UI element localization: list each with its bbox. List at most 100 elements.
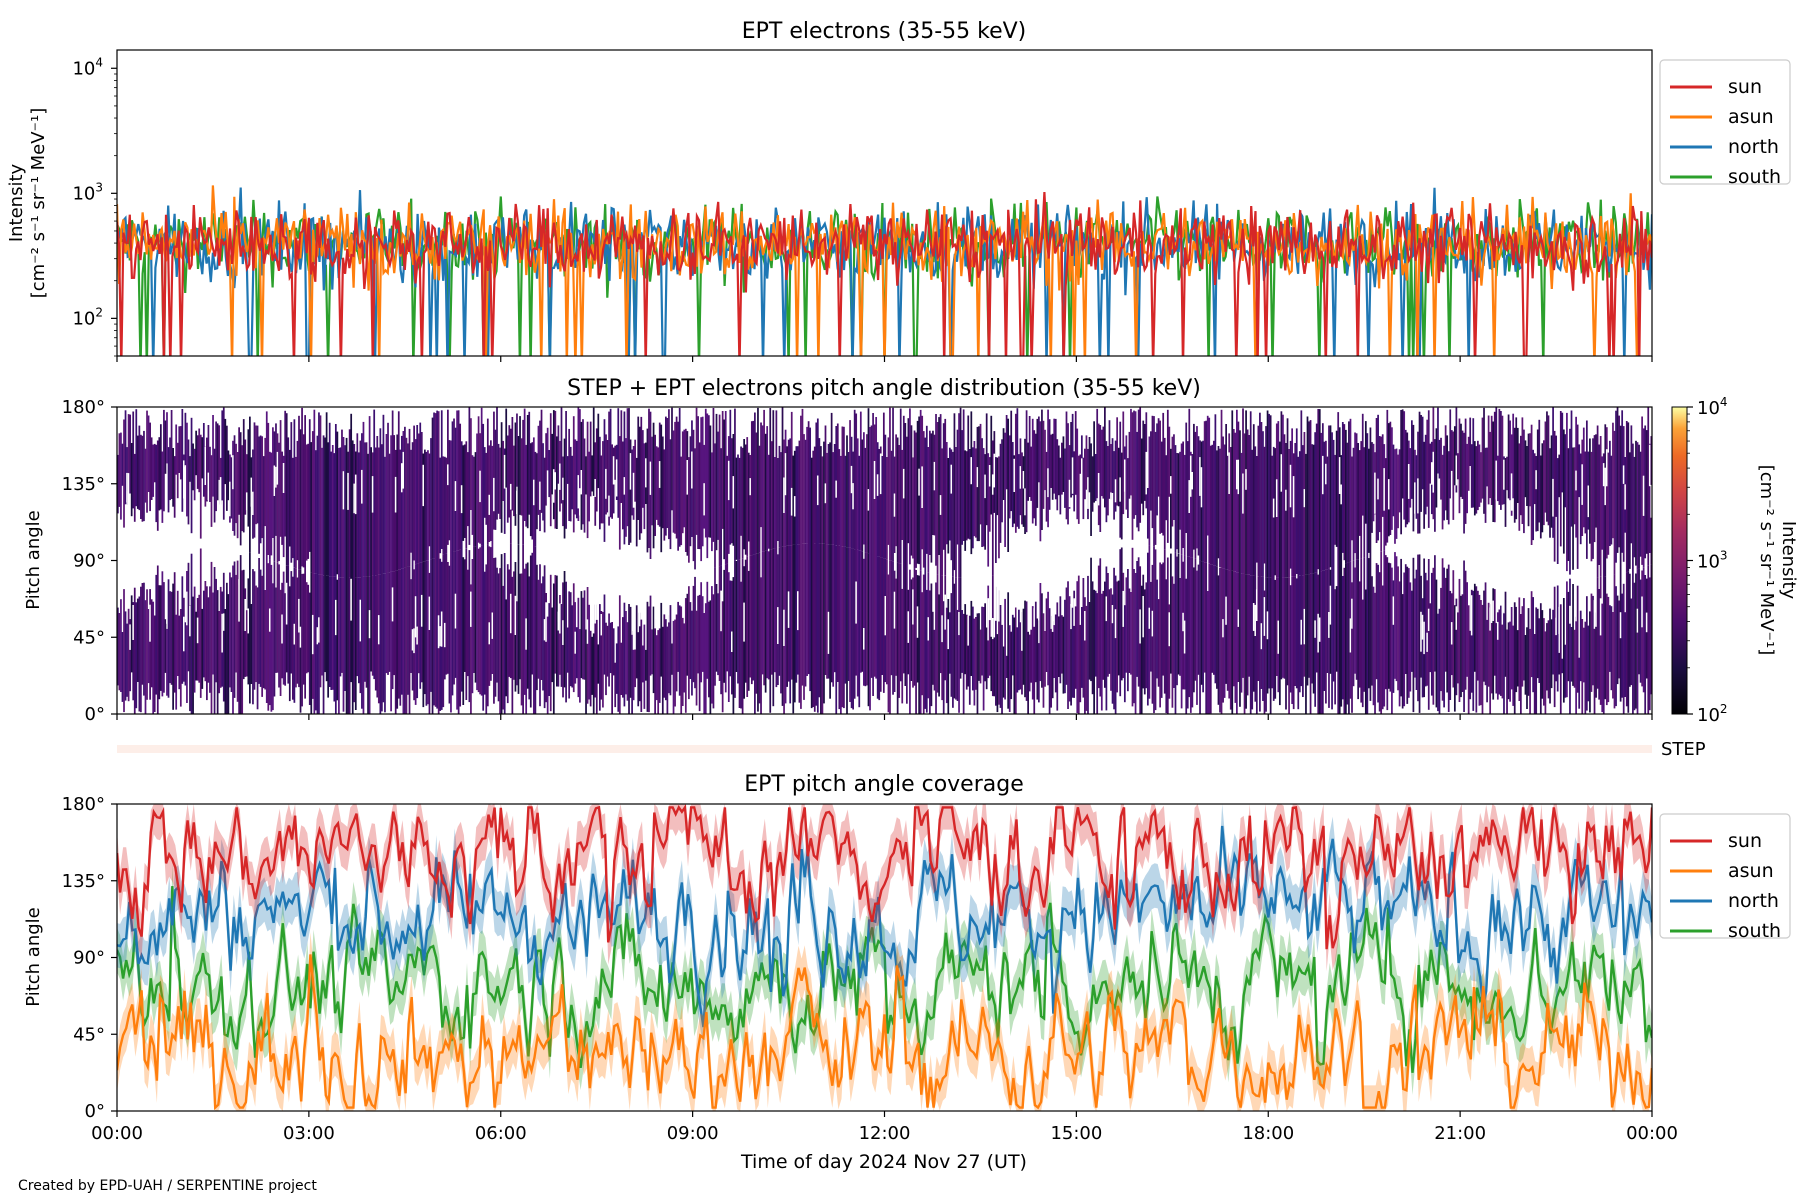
heatmap-cell <box>1627 422 1630 572</box>
heatmap-cell <box>279 589 282 696</box>
heatmap-cell <box>502 440 505 501</box>
heatmap-gap <box>998 583 1000 622</box>
heatmap-cell <box>1345 429 1347 564</box>
heatmap-cell <box>866 552 868 686</box>
heatmap-cell <box>1016 408 1019 527</box>
heatmap-cell <box>1421 416 1424 490</box>
heatmap-gap <box>414 596 417 638</box>
heatmap-cell <box>1429 603 1432 673</box>
heatmap-cell <box>1483 407 1485 514</box>
heatmap-cell <box>962 409 965 541</box>
heatmap-cell <box>245 610 248 677</box>
heatmap-cell <box>1473 583 1476 672</box>
heatmap-cell <box>1320 432 1323 572</box>
heatmap-cell <box>370 576 372 672</box>
heatmap-cell <box>513 445 515 517</box>
heatmap-cell <box>381 444 383 574</box>
heatmap-cell <box>525 444 528 527</box>
heatmap-cell <box>1237 572 1240 682</box>
heatmap-cell <box>364 442 366 577</box>
heatmap-cell <box>746 556 749 697</box>
heatmap-cell <box>1004 598 1006 700</box>
heatmap-cell <box>798 544 801 703</box>
heatmap-gap <box>334 599 337 636</box>
heatmap-cell <box>1441 558 1444 701</box>
heatmap-cell <box>772 548 775 707</box>
heatmap-cell <box>738 559 741 708</box>
heatmap-cell <box>1156 423 1158 516</box>
heatmap-gap <box>1070 603 1072 630</box>
heatmap-cell <box>913 430 916 569</box>
heatmap-cell <box>1051 616 1054 699</box>
heatmap-cell <box>539 420 541 532</box>
heatmap-cell <box>608 411 610 526</box>
heatmap-cell <box>387 422 389 573</box>
heatmap-cell <box>1061 442 1063 495</box>
heatmap-gap <box>1526 598 1528 626</box>
heatmap-gap <box>941 615 944 643</box>
heatmap-cell <box>554 575 557 674</box>
heatmap-cell <box>410 449 412 553</box>
heatmap-gap <box>552 469 555 503</box>
heatmap-cell <box>1077 455 1080 524</box>
heatmap-gap <box>1188 480 1191 513</box>
heatmap-gap <box>1047 468 1049 498</box>
heatmap-cell <box>1529 628 1531 714</box>
heatmap-cell <box>1507 414 1510 499</box>
heatmap-cell <box>1325 569 1327 704</box>
heatmap-cell <box>1360 558 1363 703</box>
heatmap-cell <box>270 452 273 556</box>
heatmap-gap <box>638 607 641 627</box>
heatmap-cell <box>835 545 838 714</box>
heatmap-cell <box>1567 448 1570 561</box>
heatmap-cell <box>1447 451 1450 525</box>
heatmap-cell <box>1163 549 1166 694</box>
heatmap-cell <box>1018 454 1020 529</box>
heatmap-cell <box>453 551 455 685</box>
heatmap-cell <box>884 434 887 559</box>
heatmap-gap <box>1200 467 1203 508</box>
heatmap-gap <box>543 619 546 641</box>
heatmap-cell <box>1509 420 1511 501</box>
heatmap-cell <box>150 599 153 688</box>
heatmap-gap <box>1619 612 1622 639</box>
heatmap-cell <box>358 577 360 684</box>
heatmap-cell <box>750 421 753 556</box>
heatmap-cell <box>609 622 612 674</box>
heatmap-cell <box>548 450 551 498</box>
heatmap-cell <box>1154 549 1157 711</box>
heatmap-cell <box>741 558 744 714</box>
heatmap-cell <box>1171 576 1174 708</box>
heatmap-cell <box>1174 445 1177 553</box>
heatmap-cell <box>795 446 798 545</box>
heatmap-cell <box>1186 556 1189 709</box>
heatmap-cell <box>202 423 205 497</box>
heatmap-cell <box>1260 422 1263 577</box>
heatmap-cell <box>893 570 896 692</box>
x-tick-label: 00:00 <box>1626 1123 1678 1144</box>
heatmap-cell <box>1002 428 1005 500</box>
heatmap-cell <box>348 577 351 714</box>
heatmap-gap <box>1575 470 1577 491</box>
heatmap-cell <box>1498 408 1501 505</box>
heatmap-cell <box>499 447 501 519</box>
heatmap-cell <box>715 584 718 672</box>
heatmap-cell <box>995 457 997 563</box>
heatmap-cell <box>948 612 951 674</box>
heatmap-cell <box>1372 443 1375 522</box>
heatmap-cell <box>1085 435 1088 490</box>
heatmap-gap <box>1073 598 1076 626</box>
heatmap-cell <box>212 415 214 497</box>
heatmap-gap <box>1636 608 1639 633</box>
heatmap-cell <box>1552 609 1554 675</box>
heatmap-gap <box>219 477 222 510</box>
heatmap-cell <box>962 613 965 714</box>
heatmap-cell <box>1589 611 1591 713</box>
heatmap-cell <box>1343 424 1346 561</box>
heatmap-cell <box>982 607 985 711</box>
heatmap-cell <box>1559 411 1562 547</box>
heatmap-cell <box>1160 441 1163 533</box>
heatmap-cell <box>262 456 265 558</box>
heatmap-cell <box>1291 576 1293 704</box>
heatmap-cell <box>1219 448 1221 567</box>
